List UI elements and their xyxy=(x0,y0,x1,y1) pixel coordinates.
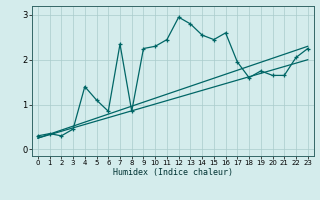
X-axis label: Humidex (Indice chaleur): Humidex (Indice chaleur) xyxy=(113,168,233,177)
